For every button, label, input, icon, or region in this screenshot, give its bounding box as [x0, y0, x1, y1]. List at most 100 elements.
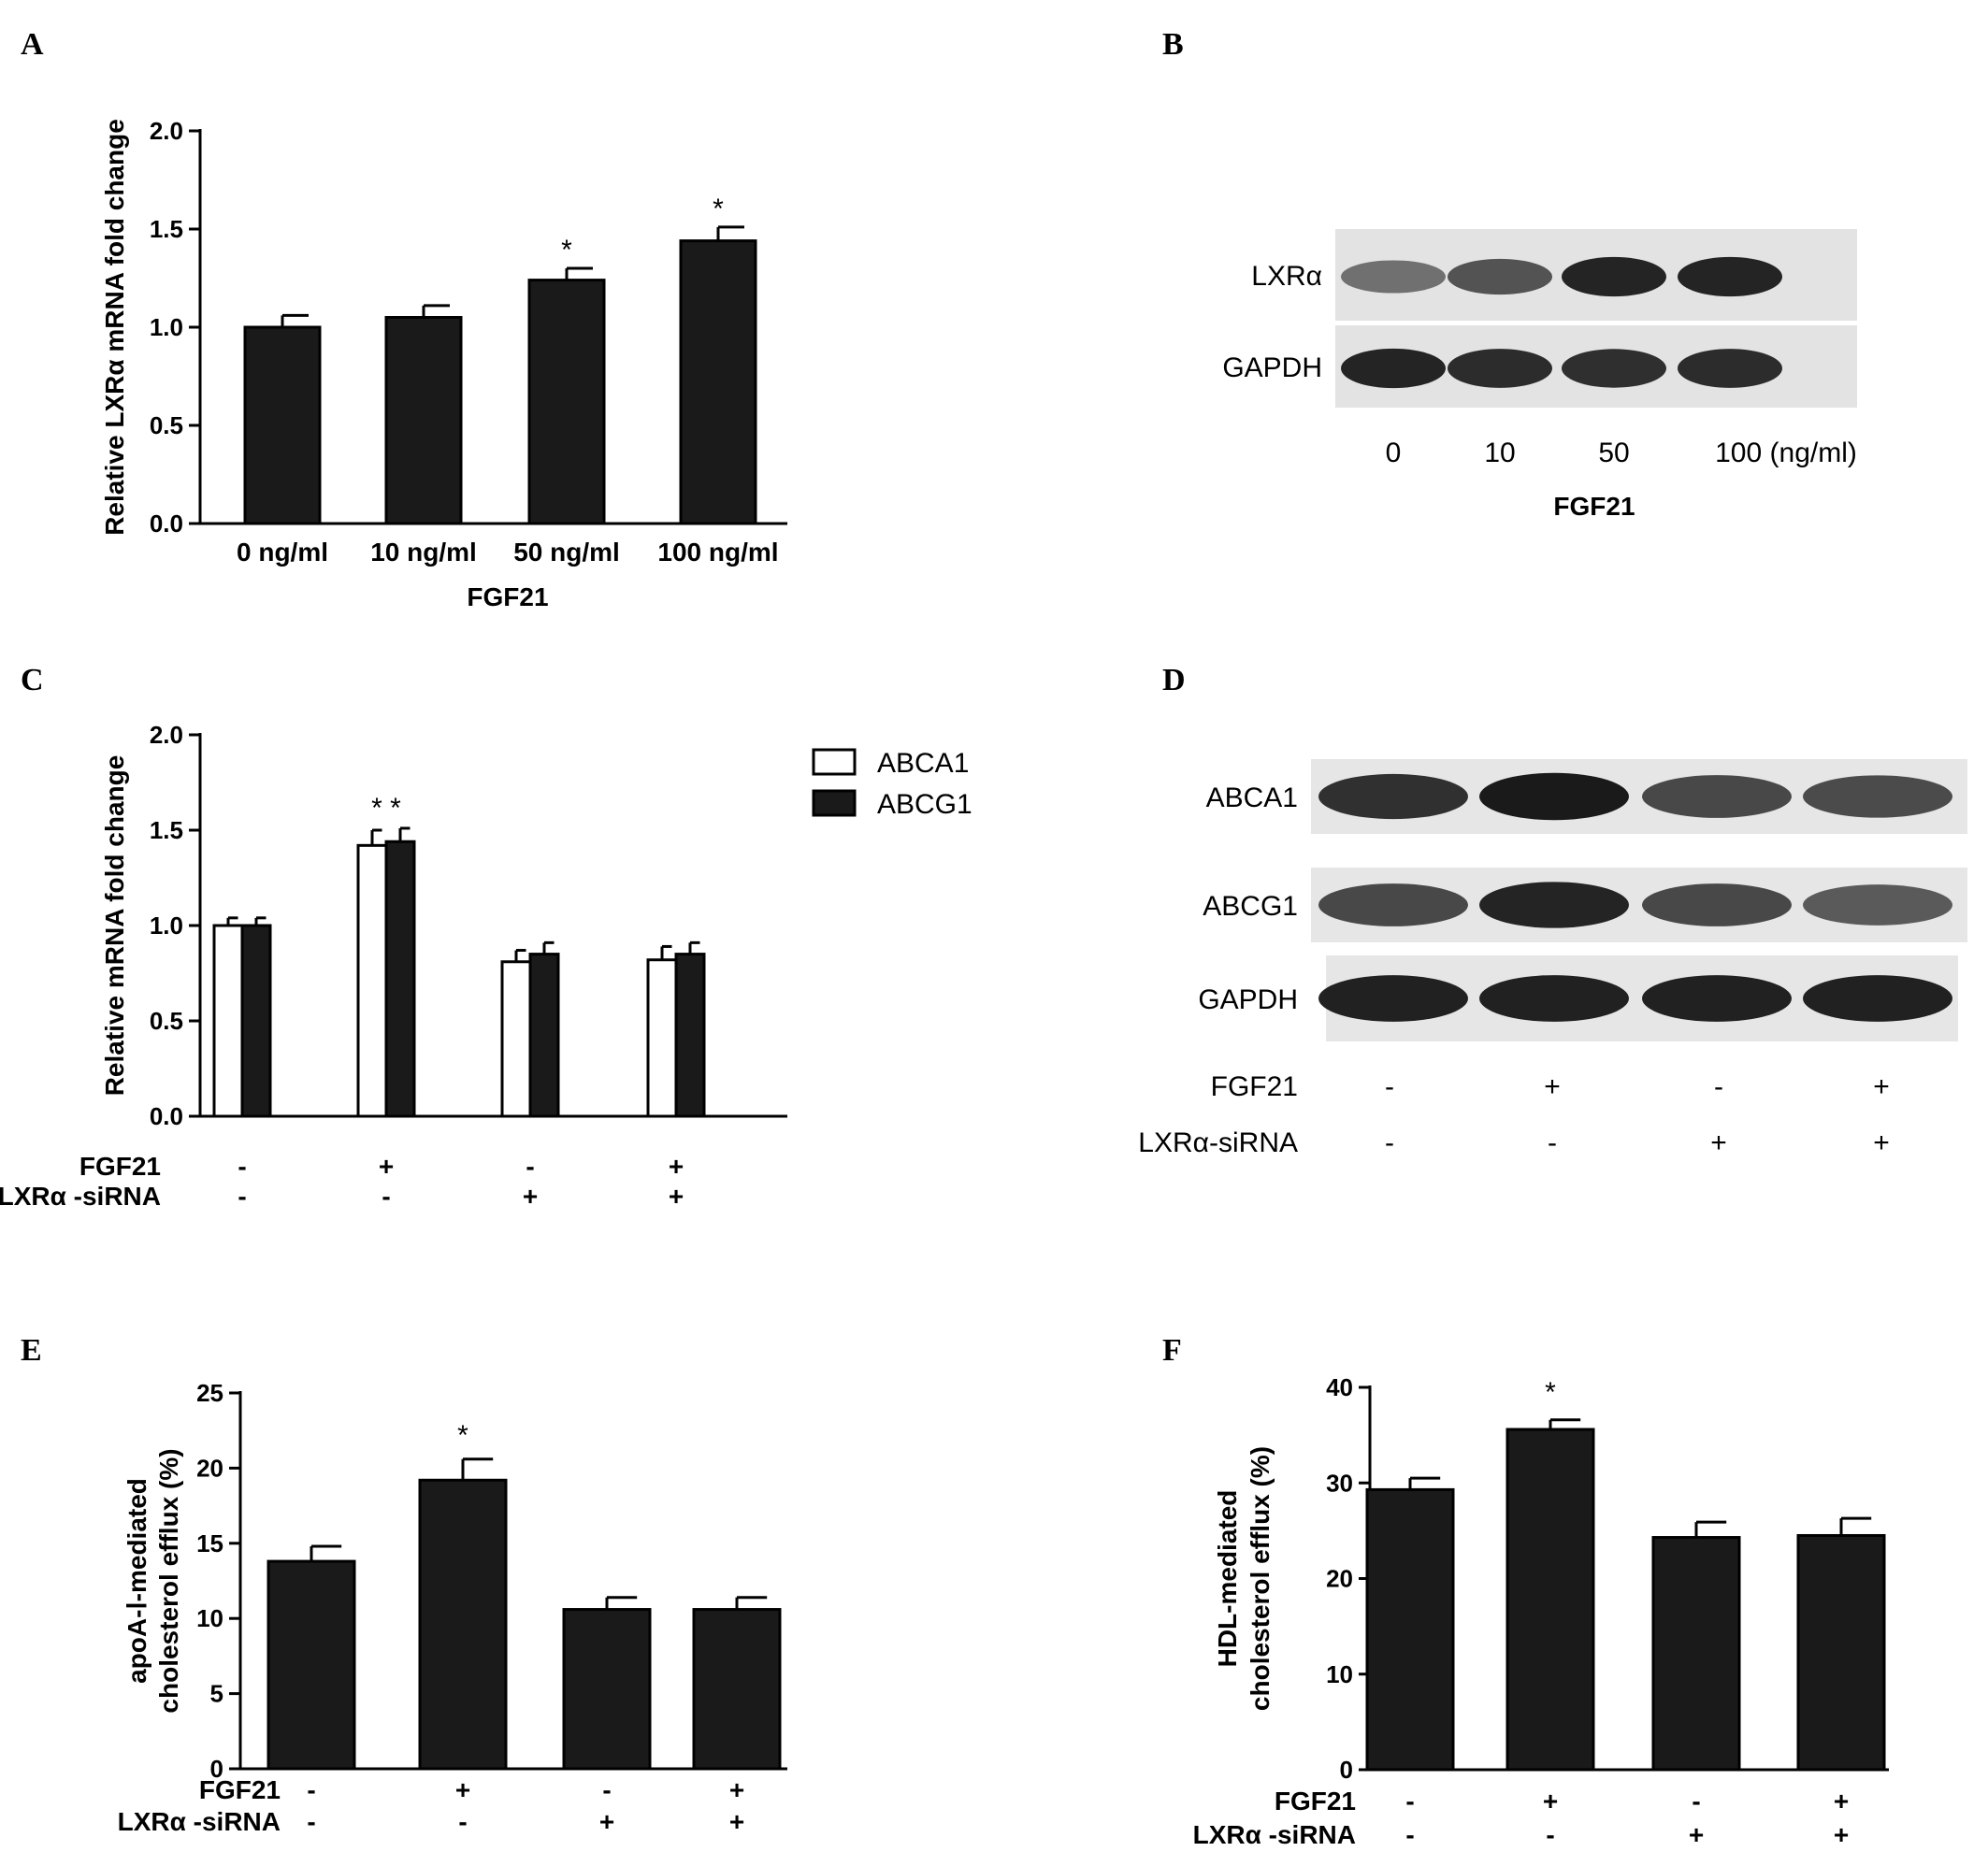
- a-y-tick-label: 2.0: [150, 117, 183, 145]
- c-abcg1-bar: [528, 953, 560, 1118]
- c-abca1-bar: [500, 960, 532, 1118]
- b-x-axis-label: FGF21: [1553, 492, 1635, 521]
- b-lane-label: 100 (ng/ml): [1715, 438, 1857, 468]
- c-condition-symbol: -: [382, 1182, 390, 1211]
- d-band: [1318, 975, 1468, 1022]
- c-condition-symbol: +: [669, 1182, 684, 1211]
- f-bar: [1796, 1533, 1886, 1772]
- a-x-axis-label: FGF21: [467, 582, 548, 611]
- c-abcg1-bar: [674, 953, 706, 1118]
- d-band: [1479, 772, 1629, 821]
- b-lane-label: 10: [1484, 438, 1515, 468]
- d-condition-symbol: +: [1873, 1127, 1890, 1158]
- a-y-tick-label: 0.0: [150, 510, 183, 538]
- e-y-axis-label: apoA-Ⅰ-mediated: [122, 1478, 151, 1684]
- b-blot-row-label: GAPDH: [1222, 352, 1322, 383]
- c-abcg1-bar: [240, 924, 272, 1118]
- e-bar: [267, 1559, 356, 1771]
- f-y-axis-label: HDL-mediated: [1213, 1490, 1242, 1668]
- c-condition-symbol: -: [238, 1182, 246, 1211]
- f-condition-label: FGF21: [1275, 1787, 1356, 1816]
- a-category-label: 100 ng/ml: [657, 538, 778, 567]
- e-condition-symbol: -: [458, 1807, 467, 1836]
- e-bar: [562, 1608, 652, 1771]
- f-condition-symbol: +: [1834, 1787, 1849, 1816]
- f-condition-symbol: -: [1692, 1787, 1700, 1816]
- e-bar: [418, 1478, 508, 1771]
- f-bar: [1505, 1428, 1595, 1772]
- b-band: [1341, 260, 1446, 294]
- a-y-tick-label: 0.5: [150, 411, 183, 439]
- a-y-tick-label: 1.5: [150, 215, 183, 243]
- f-condition-symbol: -: [1405, 1787, 1414, 1816]
- f-bar: [1365, 1487, 1455, 1772]
- panel-a-chart: 0.0 0.5 1.0 1.5 2.0 * * 0 ng/ml 10 ng/ml 50 ng/ml…: [100, 117, 787, 611]
- c-legend-swatch: [812, 748, 857, 776]
- c-y-tick-label: 0.0: [150, 1102, 183, 1130]
- c-abcg1-bar: [384, 840, 416, 1118]
- e-condition-label: FGF21: [199, 1775, 281, 1804]
- e-y-tick-label: 20: [196, 1454, 223, 1482]
- c-abca1-bar: [356, 843, 388, 1118]
- b-band: [1678, 349, 1782, 388]
- d-blot-row-label: ABCG1: [1203, 891, 1298, 922]
- d-band: [1803, 884, 1952, 926]
- c-y-tick-label: 1.0: [150, 911, 183, 940]
- d-blot-row-label: GAPDH: [1198, 984, 1298, 1015]
- panel-e-chart: 0 5 10 15 20 25 * apoA-Ⅰ-mediated cholesterol ef…: [118, 1379, 787, 1836]
- f-condition-label: LXRα -siRNA: [1193, 1820, 1356, 1849]
- b-lane-label: 0: [1386, 438, 1402, 468]
- e-condition-symbol: +: [599, 1807, 614, 1836]
- d-band: [1642, 975, 1792, 1022]
- panel-f-chart: 0 10 20 30 40 * HDL-mediated cholesterol efflux…: [1193, 1373, 1889, 1849]
- f-y-tick-label: 30: [1326, 1469, 1353, 1497]
- c-condition-symbol: -: [238, 1152, 246, 1181]
- c-legend-label: ABCG1: [877, 789, 972, 820]
- b-band: [1448, 349, 1552, 388]
- d-condition-symbol: -: [1548, 1127, 1557, 1158]
- b-band: [1562, 256, 1666, 297]
- b-band: [1341, 348, 1446, 389]
- c-condition-label: LXRα -siRNA: [0, 1182, 161, 1211]
- c-condition-symbol: +: [523, 1182, 538, 1211]
- e-condition-label: LXRα -siRNA: [118, 1807, 281, 1836]
- e-condition-symbol: +: [729, 1807, 744, 1836]
- panel-letter-b: B: [1162, 27, 1184, 62]
- panel-letter-a: A: [21, 27, 44, 62]
- e-condition-symbol: -: [307, 1775, 315, 1804]
- e-condition-symbol: -: [307, 1807, 315, 1836]
- a-bar: [527, 279, 606, 525]
- d-condition-label: LXRα-siRNA: [1138, 1127, 1298, 1158]
- e-significance-mark: *: [457, 1420, 468, 1451]
- c-y-tick-label: 0.5: [150, 1007, 183, 1035]
- e-condition-symbol: -: [602, 1775, 611, 1804]
- e-y-tick-label: 25: [196, 1379, 223, 1407]
- c-condition-symbol: -: [526, 1152, 534, 1181]
- c-abca1-bar: [212, 924, 244, 1118]
- a-significance-mark: *: [713, 194, 724, 224]
- d-band: [1479, 975, 1629, 1022]
- d-band: [1318, 773, 1468, 820]
- e-y-tick-label: 15: [196, 1529, 223, 1557]
- panel-letter-c: C: [21, 663, 44, 697]
- e-y-tick-label: 10: [196, 1604, 223, 1632]
- c-y-tick-label: 1.5: [150, 816, 183, 844]
- a-bar: [679, 239, 757, 525]
- a-y-axis-label: Relative LXRα mRNA fold change: [100, 119, 129, 536]
- e-condition-symbol: +: [455, 1775, 470, 1804]
- f-y-tick-label: 20: [1326, 1565, 1353, 1593]
- f-significance-mark: *: [1545, 1377, 1556, 1408]
- a-significance-mark: *: [561, 235, 572, 266]
- f-y-axis-label: cholesterol efflux (%): [1246, 1446, 1275, 1711]
- d-condition-symbol: -: [1385, 1127, 1394, 1158]
- d-band: [1318, 883, 1468, 926]
- c-condition-symbol: +: [669, 1152, 684, 1181]
- f-y-tick-label: 40: [1326, 1373, 1353, 1401]
- a-category-label: 50 ng/ml: [513, 538, 620, 567]
- c-legend-swatch: [812, 789, 857, 817]
- panel-b-blot: LXRα GAPDH 0 10 50 100 (ng/ml) FGF21: [1222, 229, 1857, 521]
- d-band: [1803, 775, 1952, 818]
- f-condition-symbol: +: [1543, 1787, 1558, 1816]
- f-y-tick-label: 10: [1326, 1660, 1353, 1688]
